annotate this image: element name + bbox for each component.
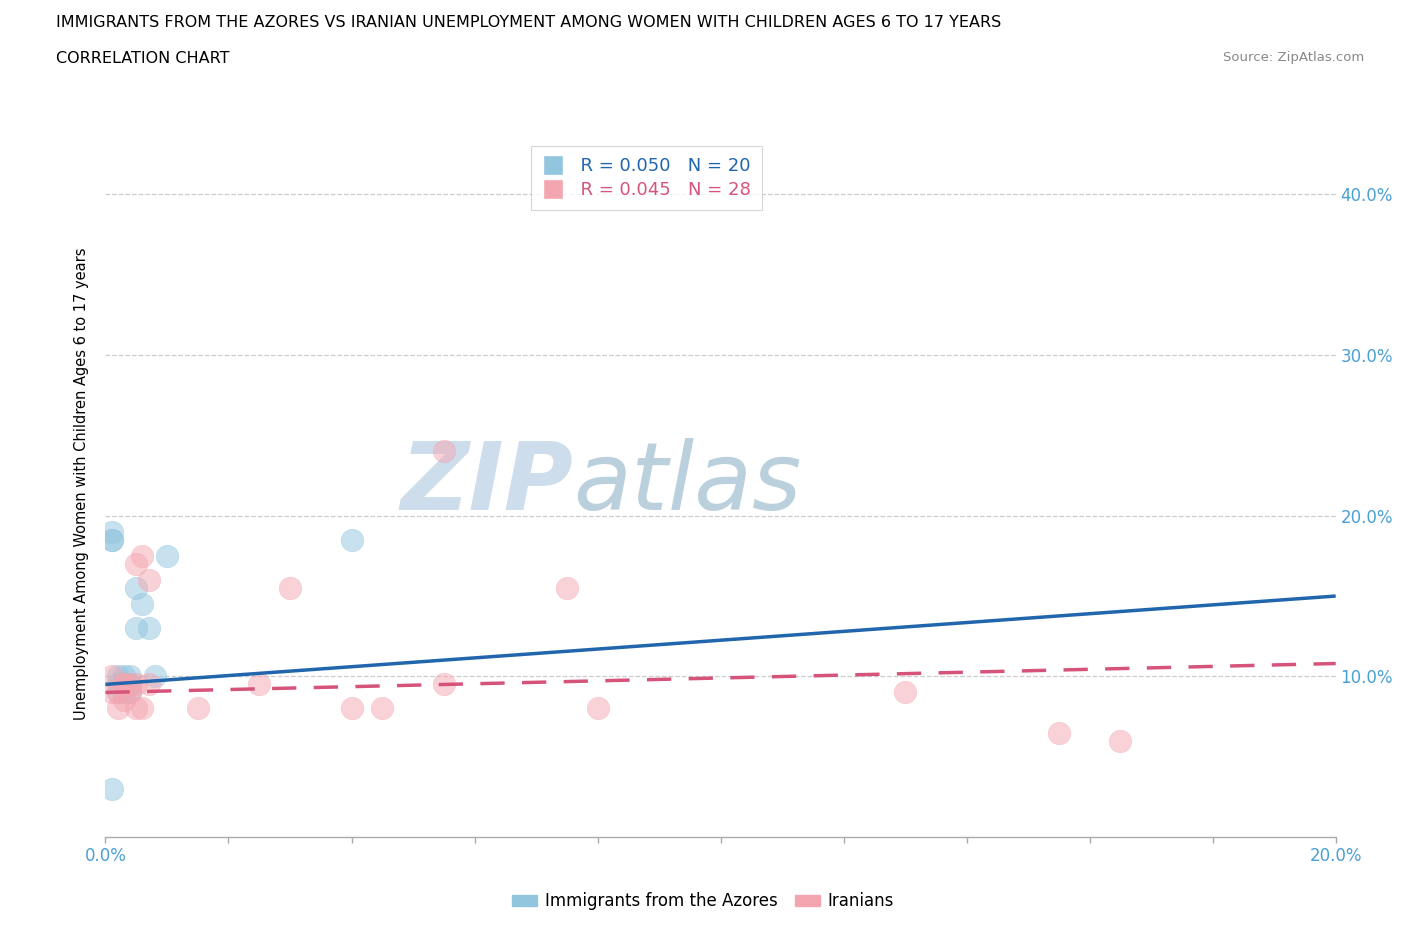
Point	[371, 701, 394, 716]
Point	[433, 444, 456, 458]
Text: Source: ZipAtlas.com: Source: ZipAtlas.com	[1223, 51, 1364, 64]
Point	[100, 532, 122, 547]
Point	[107, 685, 129, 700]
Point	[125, 556, 148, 571]
Point	[125, 677, 148, 692]
Point	[125, 580, 148, 595]
Point	[138, 573, 160, 588]
Point	[120, 685, 141, 700]
Point	[112, 685, 135, 700]
Point	[120, 685, 141, 700]
Point	[894, 685, 917, 700]
Point	[187, 701, 209, 716]
Point	[143, 669, 166, 684]
Point	[107, 677, 129, 692]
Point	[107, 701, 129, 716]
Point	[100, 669, 122, 684]
Point	[156, 549, 179, 564]
Point	[112, 677, 135, 692]
Point	[112, 693, 135, 708]
Point	[100, 685, 122, 700]
Point	[112, 677, 135, 692]
Point	[138, 677, 160, 692]
Legend: Immigrants from the Azores, Iranians: Immigrants from the Azores, Iranians	[505, 885, 901, 917]
Point	[112, 677, 135, 692]
Point	[100, 781, 122, 796]
Y-axis label: Unemployment Among Women with Children Ages 6 to 17 years: Unemployment Among Women with Children A…	[75, 247, 90, 720]
Point	[1047, 725, 1070, 740]
Point	[340, 532, 363, 547]
Point	[555, 580, 578, 595]
Point	[433, 677, 456, 692]
Point	[278, 580, 301, 595]
Text: atlas: atlas	[574, 438, 801, 529]
Point	[586, 701, 609, 716]
Text: CORRELATION CHART: CORRELATION CHART	[56, 51, 229, 66]
Point	[131, 597, 153, 612]
Point	[125, 701, 148, 716]
Point	[100, 525, 122, 539]
Point	[120, 669, 141, 684]
Point	[107, 669, 129, 684]
Point	[131, 549, 153, 564]
Point	[120, 677, 141, 692]
Point	[112, 669, 135, 684]
Point	[247, 677, 270, 692]
Point	[107, 685, 129, 700]
Point	[340, 701, 363, 716]
Point	[125, 620, 148, 635]
Point	[138, 620, 160, 635]
Text: ZIP: ZIP	[401, 438, 574, 529]
Point	[100, 532, 122, 547]
Legend:   R = 0.050   N = 20,   R = 0.045   N = 28: R = 0.050 N = 20, R = 0.045 N = 28	[531, 146, 762, 210]
Point	[1109, 733, 1132, 748]
Point	[131, 701, 153, 716]
Text: IMMIGRANTS FROM THE AZORES VS IRANIAN UNEMPLOYMENT AMONG WOMEN WITH CHILDREN AGE: IMMIGRANTS FROM THE AZORES VS IRANIAN UN…	[56, 15, 1001, 30]
Point	[120, 677, 141, 692]
